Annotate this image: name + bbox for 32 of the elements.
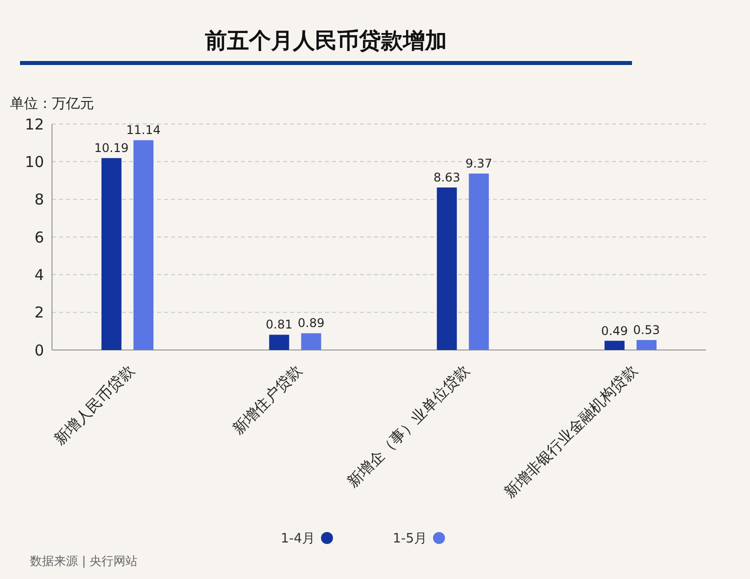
source-note: 数据来源 | 央行网站 [30,554,138,568]
data-label: 0.49 [601,324,628,338]
data-label: 0.89 [298,316,325,330]
x-tick-label: 新增企（事）业单位贷款 [344,362,474,491]
bar [436,187,457,350]
y-tick-label: 10 [24,152,44,171]
bar [468,174,489,350]
bar [269,334,290,350]
bar [604,340,625,350]
bar [301,333,322,350]
legend-label: 1-5月 [392,532,427,547]
x-tick-label: 新增人民币贷款 [50,362,138,448]
data-label: 10.19 [94,141,129,156]
y-tick-label: 4 [34,266,44,284]
data-label: 11.14 [126,123,161,138]
data-label: 9.37 [465,156,492,171]
y-axis-title: 单位：万亿元 [10,96,94,112]
y-tick-label: 6 [34,228,44,246]
x-tick-label: 新增住户贷款 [229,362,306,438]
data-label: 8.63 [433,170,460,184]
chart-title: 前五个月人民币贷款增加 [204,29,447,54]
data-label: 0.81 [266,318,293,332]
bar [101,158,122,350]
y-tick-label: 0 [34,341,44,360]
x-tick-label: 新增非银行业金融机构贷款 [500,362,641,502]
legend-label: 1-4月 [280,532,315,547]
bar [133,140,154,350]
bar [636,340,657,350]
data-label: 0.53 [633,323,660,338]
y-tick-label: 8 [34,190,44,209]
y-tick-label: 12 [24,115,44,134]
y-tick-label: 2 [34,304,44,322]
